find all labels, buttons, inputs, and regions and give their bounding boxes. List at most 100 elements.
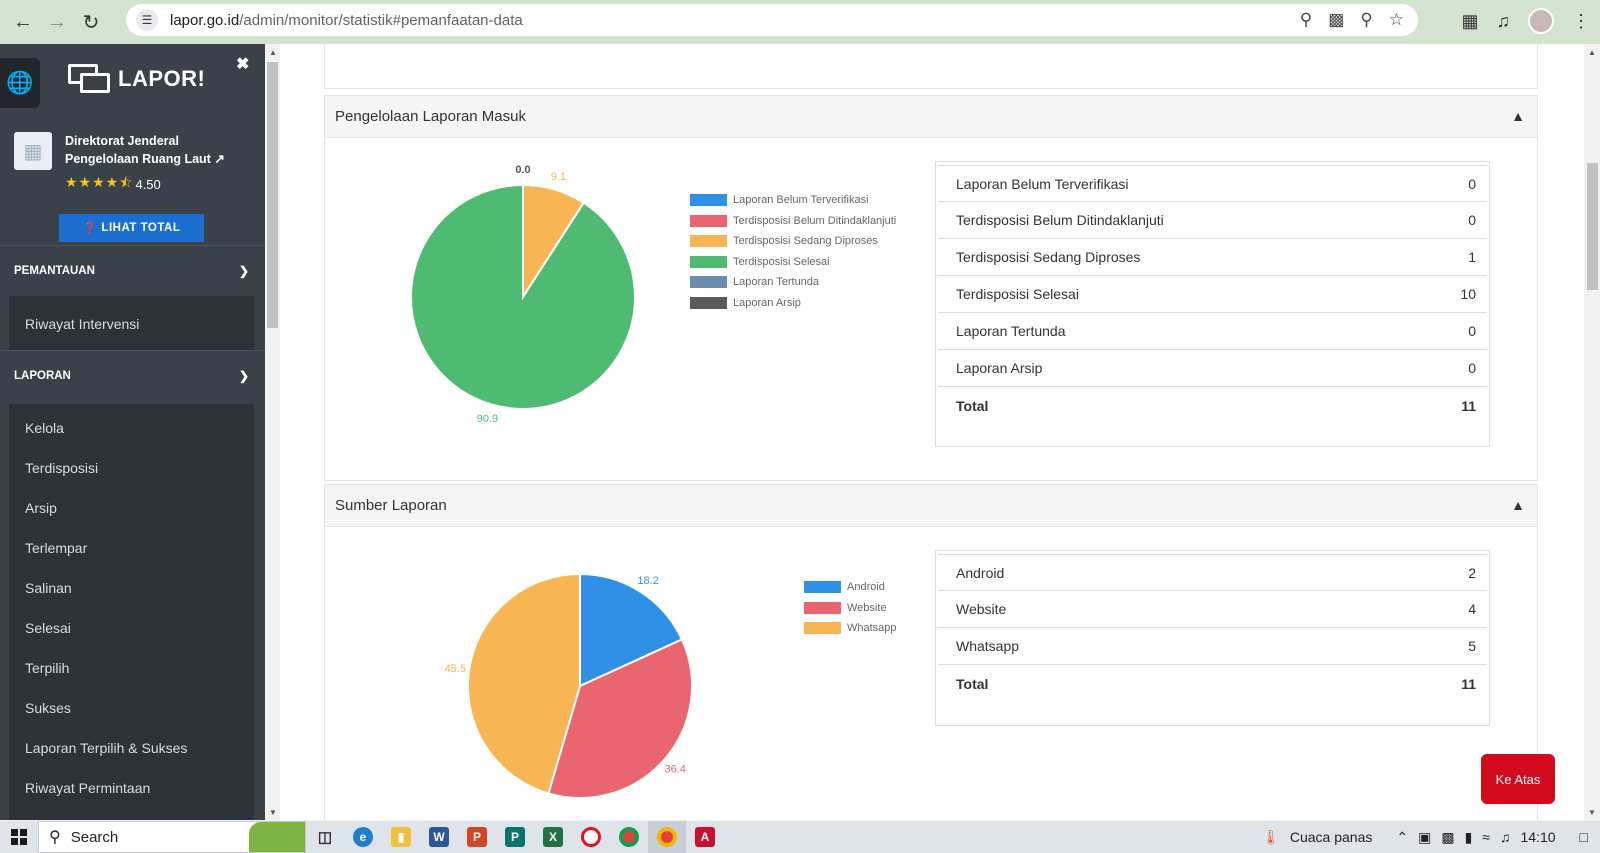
battery-icon[interactable]: ▮ <box>1464 828 1473 845</box>
profile-avatar[interactable] <box>1528 8 1554 34</box>
rating: ★★★★⯪ 4.50 <box>65 172 250 196</box>
menu-item-kelola[interactable]: Kelola <box>9 408 254 448</box>
scroll-down-icon[interactable]: ▼ <box>1588 808 1596 817</box>
chevron-down-icon: ❯ <box>238 263 249 278</box>
extensions-icon[interactable]: ▦ <box>1461 10 1479 31</box>
word-icon[interactable]: W <box>420 821 458 853</box>
panel-title: Sumber Laporan <box>335 497 447 514</box>
chevron-up-icon[interactable]: ▲ <box>1511 108 1525 124</box>
pie-slice[interactable] <box>579 572 684 688</box>
search-label: Search <box>70 828 119 846</box>
chrome-icon[interactable] <box>610 821 648 853</box>
section-title: LAPORAN <box>14 369 71 382</box>
menu-item-label: Kelola <box>25 420 64 436</box>
tray-app-icon[interactable]: ▣ <box>1418 828 1432 845</box>
globe-icon[interactable]: 🌐 <box>0 58 40 108</box>
page-scrollbar[interactable]: ▲ ▼ <box>1584 44 1600 820</box>
slice-data-label: 9.1 <box>551 171 566 183</box>
reload-icon[interactable]: ↻ <box>82 11 100 34</box>
lihat-total-button[interactable]: ❓ LIHAT TOTAL <box>59 214 204 242</box>
back-icon[interactable]: ← <box>13 10 33 33</box>
menu-dots-icon[interactable]: ⋮ <box>1572 10 1590 31</box>
scroll-down-icon[interactable]: ▼ <box>269 808 277 817</box>
org-name-link[interactable]: Direktorat Jenderal Pengelolaan Ruang La… <box>65 132 250 168</box>
chevron-up-icon[interactable]: ⌃ <box>1396 828 1409 845</box>
page-scroll-thumb[interactable] <box>1587 163 1598 290</box>
total-row: Total 11 <box>938 387 1487 424</box>
location-icon[interactable]: ⚲ <box>1299 10 1313 29</box>
legend-item[interactable]: Terdisposisi Sedang Diproses <box>690 231 896 252</box>
chevron-down-icon: ❯ <box>238 368 249 383</box>
menu-item-riwayat-intervensi[interactable]: Riwayat Intervensi <box>9 296 254 352</box>
publisher-icon[interactable]: P <box>496 821 534 853</box>
table-row: Laporan Belum Terverifikasi 0 <box>938 165 1487 202</box>
pie-slice[interactable] <box>410 183 636 410</box>
section-laporan[interactable]: LAPORAN ❯ <box>0 350 265 400</box>
legend-item[interactable]: Laporan Tertunda <box>690 272 896 293</box>
taskbar-search[interactable]: ⚲ Search <box>38 821 306 853</box>
file-explorer-icon[interactable]: ▮ <box>382 821 420 853</box>
scroll-up-icon[interactable]: ▲ <box>269 48 277 57</box>
clock[interactable]: 14:10 <box>1520 829 1556 845</box>
opera-icon[interactable] <box>572 821 610 853</box>
legend-label: Terdisposisi Selesai <box>733 255 830 268</box>
excel-icon[interactable]: X <box>534 821 572 853</box>
menu-item-terpilih[interactable]: Terpilih <box>9 648 254 688</box>
menu-item-terlempar[interactable]: Terlempar <box>9 528 254 568</box>
weather-icon[interactable]: 🌡 <box>1262 828 1280 845</box>
table-row: Terdisposisi Selesai 10 <box>938 276 1487 313</box>
task-view-icon[interactable]: ◫ <box>317 829 333 846</box>
chevron-up-icon[interactable]: ▲ <box>1511 497 1525 513</box>
legend-swatch <box>804 622 841 635</box>
forward-icon[interactable]: → <box>47 10 67 33</box>
sidebar: 🌐 LAPOR! ✖ ▦ Direktorat Jenderal Pengelo… <box>0 44 265 820</box>
table-row: Android 2 <box>938 554 1487 591</box>
address-bar[interactable]: ☰ lapor.go.id/admin/monitor/statistik#pe… <box>126 4 1418 36</box>
scroll-top-button[interactable]: Ke Atas <box>1481 754 1555 804</box>
scroll-up-icon[interactable]: ▲ <box>1588 48 1596 57</box>
menu-item-label: Riwayat Intervensi <box>25 316 140 332</box>
notification-icon[interactable]: □ <box>1579 829 1588 845</box>
legend-item[interactable]: Laporan Arsip <box>690 293 896 314</box>
windows-start-icon[interactable] <box>0 821 38 853</box>
pie-slice[interactable] <box>547 638 693 799</box>
row-value: 5 <box>1468 638 1476 654</box>
media-icon[interactable]: ♫ <box>1496 10 1511 31</box>
pie-slice[interactable] <box>467 572 581 795</box>
menu-item-arsip[interactable]: Arsip <box>9 488 254 528</box>
legend-item[interactable]: Laporan Belum Terverifikasi <box>690 190 896 211</box>
menu-item-salinan[interactable]: Salinan <box>9 568 254 608</box>
bookmark-star-icon[interactable]: ☆ <box>1388 10 1404 29</box>
legend-swatch <box>690 255 727 268</box>
wifi-icon[interactable]: ≈ <box>1482 829 1490 845</box>
edge-icon[interactable]: e <box>344 821 382 853</box>
row-value: 4 <box>1468 601 1476 617</box>
legend-item[interactable]: Terdisposisi Selesai <box>690 252 896 273</box>
volume-icon[interactable]: ♫ <box>1499 829 1511 845</box>
panel-header[interactable]: Sumber Laporan ▲ <box>325 485 1537 527</box>
zoom-icon[interactable]: ⚲ <box>1360 10 1373 29</box>
menu-item-terdisposisi[interactable]: Terdisposisi <box>9 448 254 488</box>
legend-item[interactable]: Terdisposisi Belum Ditindaklanjuti <box>690 211 896 232</box>
legend-item[interactable]: Android <box>804 577 897 598</box>
weather-label[interactable]: Cuaca panas <box>1289 829 1373 845</box>
menu-item-sukses[interactable]: Sukses <box>9 688 254 728</box>
legend-label: Android <box>847 581 885 594</box>
legend-label: Website <box>847 601 887 614</box>
sidebar-scrollbar[interactable]: ▲ ▼ <box>265 44 280 820</box>
legend-item[interactable]: Whatsapp <box>804 618 897 639</box>
sidebar-scroll-thumb[interactable] <box>267 62 278 328</box>
acrobat-icon[interactable]: A <box>686 821 724 853</box>
close-icon[interactable]: ✖ <box>236 56 250 73</box>
menu-item-terpilih-sukses[interactable]: Laporan Terpilih & Sukses <box>9 728 254 768</box>
menu-item-selesai[interactable]: Selesai <box>9 608 254 648</box>
legend-item[interactable]: Website <box>804 598 897 619</box>
powerpoint-icon[interactable]: P <box>458 821 496 853</box>
site-info-icon[interactable]: ☰ <box>136 9 158 31</box>
chrome-active-icon[interactable] <box>648 821 686 853</box>
menu-item-riwayat-permintaan[interactable]: Riwayat Permintaan <box>9 768 254 808</box>
meet-icon[interactable]: ▩ <box>1441 828 1455 845</box>
translate-icon[interactable]: ▩ <box>1328 10 1345 29</box>
panel-header[interactable]: Pengelolaan Laporan Masuk ▲ <box>325 96 1537 138</box>
section-pemantauan[interactable]: PEMANTAUAN ❯ <box>0 245 265 295</box>
